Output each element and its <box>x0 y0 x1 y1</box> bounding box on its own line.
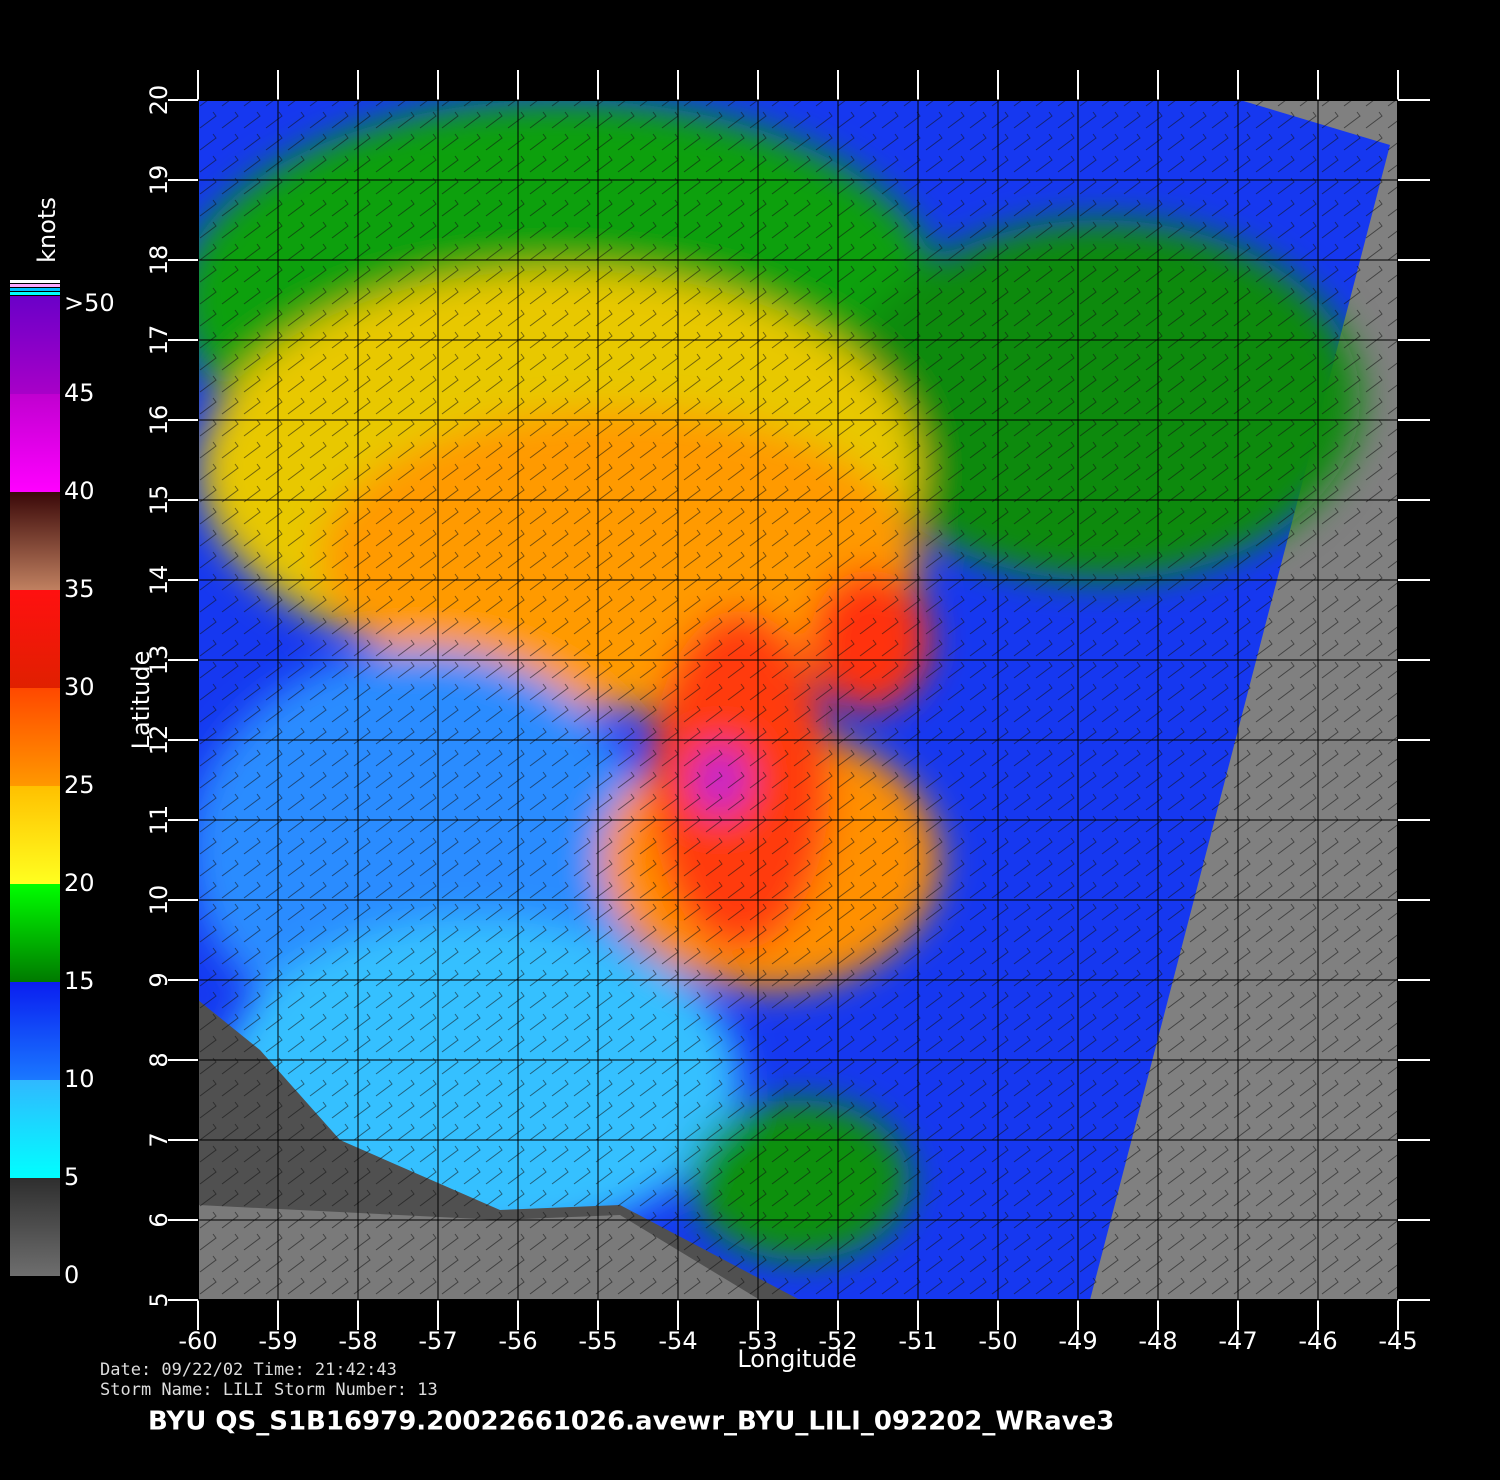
colorbar-tick-label: 30 <box>64 673 95 701</box>
colorbar-cap <box>10 292 60 295</box>
y-tick-label: 7 <box>145 1132 173 1147</box>
y-tick-label: 5 <box>145 1292 173 1307</box>
x-tick-label: -53 <box>738 1327 777 1355</box>
y-tick-label: 18 <box>145 245 173 276</box>
y-tick-label: 12 <box>145 725 173 756</box>
x-tick-label: -59 <box>258 1327 297 1355</box>
x-tick-label: -47 <box>1218 1327 1257 1355</box>
colorbar-band <box>10 492 60 590</box>
y-tick-label: 20 <box>145 85 173 116</box>
y-tick-label: 13 <box>145 645 173 676</box>
y-tick-label: 11 <box>145 805 173 836</box>
colorbar-band <box>10 1080 60 1178</box>
colorbar-band <box>10 394 60 492</box>
x-tick-label: -60 <box>178 1327 217 1355</box>
colorbar-cap <box>10 288 60 291</box>
x-tick-label: -50 <box>978 1327 1017 1355</box>
info-line: Date: 09/22/02 Time: 21:42:43 <box>100 1360 397 1380</box>
x-tick-label: -57 <box>418 1327 457 1355</box>
colorbar-band <box>10 884 60 982</box>
info-line: Storm Name: LILI Storm Number: 13 <box>100 1380 438 1400</box>
x-tick-label: -58 <box>338 1327 377 1355</box>
y-tick-label: 8 <box>145 1052 173 1067</box>
colorbar-band <box>10 1178 60 1276</box>
y-tick-label: 9 <box>145 972 173 987</box>
y-tick-label: 10 <box>145 885 173 916</box>
colorbar-band <box>10 982 60 1080</box>
colorbar-tick-label: >50 <box>64 289 115 317</box>
colorbar-tick-label: 10 <box>64 1065 95 1093</box>
chart-title: BYU QS_S1B16979.20022661026.avewr_BYU_LI… <box>148 1407 1114 1437</box>
y-tick-label: 16 <box>145 405 173 436</box>
colorbar-band <box>10 688 60 786</box>
colorbar-tick-label: 15 <box>64 967 95 995</box>
colorbar-tick-label: 20 <box>64 869 95 897</box>
x-tick-label: -46 <box>1298 1327 1337 1355</box>
y-tick-label: 6 <box>145 1212 173 1227</box>
colorbar-cap <box>10 284 60 287</box>
y-tick-label: 15 <box>145 485 173 516</box>
wind-field <box>198 100 1398 1300</box>
y-tick-label: 17 <box>145 325 173 356</box>
colorbar-label: knots <box>33 197 61 263</box>
x-axis-label: Longitude <box>737 1345 856 1373</box>
x-tick-label: -56 <box>498 1327 537 1355</box>
y-tick-label: 14 <box>145 565 173 596</box>
colorbar-tick-label: 35 <box>64 575 95 603</box>
colorbar-band <box>10 296 60 394</box>
x-tick-label: -55 <box>578 1327 617 1355</box>
colorbar-band <box>10 786 60 884</box>
colorbar-cap <box>10 280 60 283</box>
x-tick-label: -52 <box>818 1327 857 1355</box>
colorbar-tick-label: 5 <box>64 1163 79 1191</box>
x-tick-label: -51 <box>898 1327 937 1355</box>
x-tick-label: -48 <box>1138 1327 1177 1355</box>
x-tick-label: -45 <box>1378 1327 1417 1355</box>
colorbar-band <box>10 590 60 688</box>
colorbar-tick-label: 45 <box>64 379 95 407</box>
x-tick-label: -49 <box>1058 1327 1097 1355</box>
colorbar-tick-label: 40 <box>64 477 95 505</box>
colorbar-tick-label: 25 <box>64 771 95 799</box>
x-tick-label: -54 <box>658 1327 697 1355</box>
colorbar-tick-label: 0 <box>64 1261 79 1289</box>
y-axis-label: Latitude <box>127 651 155 750</box>
y-tick-label: 19 <box>145 165 173 196</box>
